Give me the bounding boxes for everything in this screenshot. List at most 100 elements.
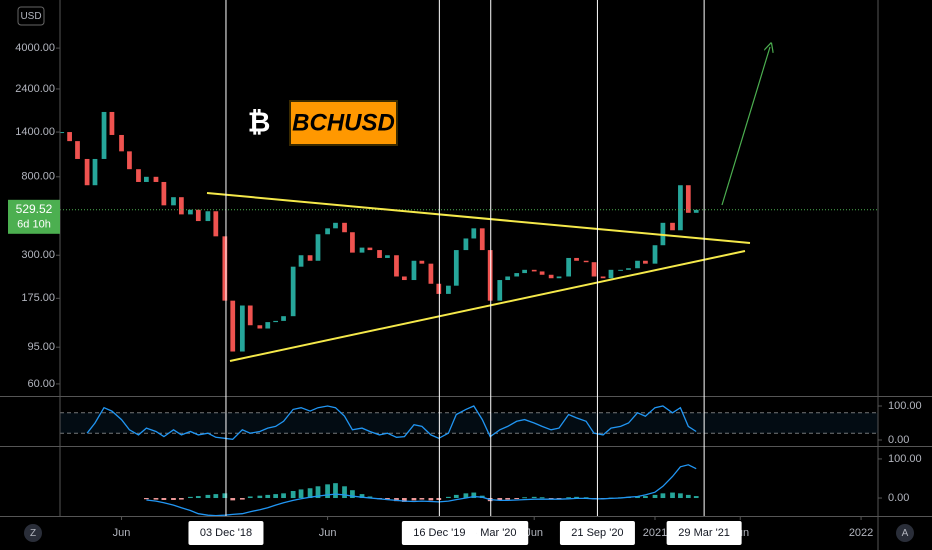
candle	[205, 211, 211, 222]
histogram-bar	[419, 498, 425, 500]
histogram-bar	[471, 492, 477, 499]
histogram-bar	[574, 496, 579, 499]
histogram-bar	[497, 498, 503, 501]
candle	[497, 280, 503, 301]
level-band	[60, 412, 878, 434]
x-tick-label: 2021	[643, 527, 667, 539]
candle	[92, 158, 98, 186]
candle	[643, 260, 648, 264]
histogram-bar	[583, 497, 589, 499]
histogram-bar	[401, 498, 407, 502]
histogram-bar	[239, 498, 245, 500]
histogram-bar	[652, 494, 658, 499]
candle	[265, 322, 271, 329]
marker-label: 29 Mar '21	[678, 527, 730, 539]
y-tick-label: 100.00	[888, 400, 922, 412]
candle	[290, 266, 296, 317]
control-label: Z	[30, 528, 36, 539]
candle	[471, 228, 477, 239]
trend-line	[206, 192, 751, 244]
symbol-icon: ₿	[248, 106, 271, 137]
histogram-bar	[222, 493, 228, 499]
candle	[591, 262, 597, 277]
histogram-bar	[453, 494, 459, 499]
last-price-box	[8, 199, 60, 234]
histogram-bar	[566, 497, 572, 499]
candle	[556, 276, 562, 279]
control-button[interactable]: A	[896, 524, 914, 542]
histogram-bar	[635, 496, 640, 499]
x-tick-label: Jun	[525, 527, 543, 539]
candle	[127, 151, 132, 170]
histogram-bar	[230, 498, 236, 501]
title-box	[289, 100, 398, 146]
candle	[626, 268, 631, 270]
macd-line	[146, 464, 697, 516]
histogram-bar	[342, 486, 347, 499]
candle	[281, 316, 286, 321]
y-tick-label: 1400.00	[15, 126, 55, 138]
candle	[333, 222, 338, 229]
histogram-bar	[298, 489, 304, 499]
histogram-bar	[367, 496, 373, 499]
candle	[367, 247, 373, 251]
control-circle	[896, 524, 914, 542]
y-tick-label: 2400.00	[15, 83, 55, 95]
candle	[161, 181, 167, 206]
marker-label: 16 Dec '19	[413, 527, 465, 539]
histogram-bar	[265, 494, 271, 499]
histogram-bar	[325, 484, 330, 499]
histogram-bar	[171, 498, 176, 500]
candle	[652, 245, 658, 264]
candle	[522, 269, 527, 274]
candle	[446, 285, 451, 294]
candle	[670, 222, 675, 231]
candle	[419, 260, 425, 264]
x-tick-label: Jun	[319, 527, 337, 539]
candle	[566, 257, 572, 277]
candle	[350, 232, 355, 253]
control-label: A	[902, 528, 909, 539]
histogram-bar	[411, 498, 417, 501]
candle	[514, 273, 520, 277]
histogram-bar	[463, 493, 469, 499]
histogram-bar	[514, 498, 520, 500]
marker-label: 16 Mar '20	[465, 527, 517, 539]
histogram-bar	[307, 488, 313, 499]
histogram-bar	[315, 486, 321, 499]
candle	[67, 132, 72, 142]
candle	[239, 305, 245, 352]
histogram-bar	[428, 498, 434, 501]
marker-label-box	[188, 521, 264, 545]
histogram-bar	[161, 498, 167, 500]
histogram-bar	[188, 496, 193, 499]
candle	[188, 209, 193, 215]
candle	[685, 185, 691, 213]
histogram-bar	[522, 497, 527, 499]
marker-label: 03 Dec '18	[200, 527, 252, 539]
candle	[325, 228, 330, 235]
control-circle	[24, 524, 42, 542]
candle	[539, 271, 545, 275]
y-tick-label: 60.00	[27, 378, 55, 390]
candle	[75, 141, 80, 159]
control-button[interactable]: Z	[24, 524, 42, 542]
candle	[411, 260, 417, 281]
histogram-bar	[693, 496, 699, 499]
last-price-label: 529.52	[16, 202, 53, 216]
histogram-bar	[195, 496, 201, 499]
histogram-bar	[685, 494, 691, 499]
candle	[463, 238, 469, 251]
candle	[119, 134, 124, 152]
price-pane	[60, 111, 878, 352]
histogram-bar	[359, 494, 365, 499]
candle	[171, 197, 176, 206]
candle	[487, 250, 493, 301]
histogram-bar	[257, 495, 263, 499]
x-tick-label: 2022	[849, 527, 873, 539]
y-tick-label: 95.00	[27, 341, 55, 353]
candle	[247, 305, 253, 326]
